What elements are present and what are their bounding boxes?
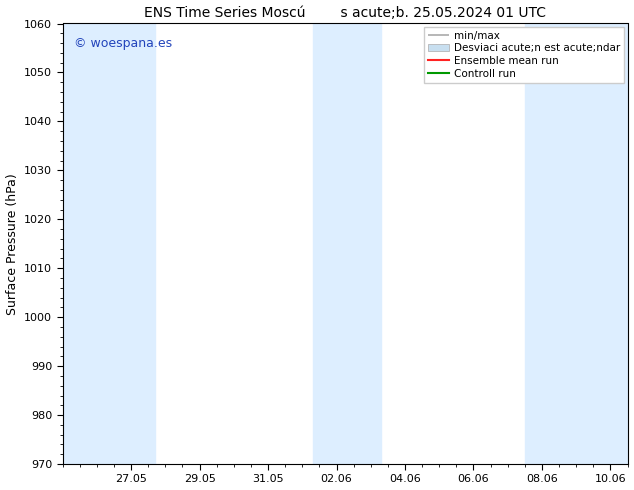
Legend: min/max, Desviaci acute;n est acute;ndar, Ensemble mean run, Controll run: min/max, Desviaci acute;n est acute;ndar…	[424, 26, 624, 83]
Y-axis label: Surface Pressure (hPa): Surface Pressure (hPa)	[6, 173, 18, 315]
Bar	[63, 24, 107, 464]
Bar	[313, 24, 381, 464]
Bar	[107, 24, 155, 464]
Title: ENS Time Series Moscú        s acute;b. 25.05.2024 01 UTC: ENS Time Series Moscú s acute;b. 25.05.2…	[144, 5, 546, 20]
Bar	[525, 24, 628, 464]
Text: © woespana.es: © woespana.es	[74, 37, 172, 49]
